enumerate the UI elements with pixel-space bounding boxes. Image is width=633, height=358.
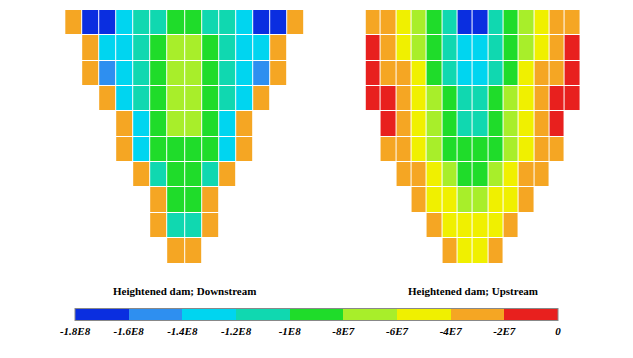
svg-text:-1.2E8: -1.2E8 bbox=[221, 325, 252, 337]
svg-text:-8E7: -8E7 bbox=[332, 325, 355, 337]
svg-text:-1.6E8: -1.6E8 bbox=[114, 325, 145, 337]
svg-text:-2E7: -2E7 bbox=[493, 325, 515, 337]
svg-text:-1.4E8: -1.4E8 bbox=[167, 325, 198, 337]
svg-text:Heightened dam; Downstream: Heightened dam; Downstream bbox=[113, 285, 256, 297]
svg-text:-6E7: -6E7 bbox=[386, 325, 409, 337]
svg-text:-1E8: -1E8 bbox=[279, 325, 302, 337]
svg-text:-4E7: -4E7 bbox=[440, 325, 463, 337]
svg-text:0: 0 bbox=[555, 325, 561, 337]
svg-text:-1.8E8: -1.8E8 bbox=[60, 325, 91, 337]
svg-text:Heightened dam; Upstream: Heightened dam; Upstream bbox=[408, 285, 538, 297]
